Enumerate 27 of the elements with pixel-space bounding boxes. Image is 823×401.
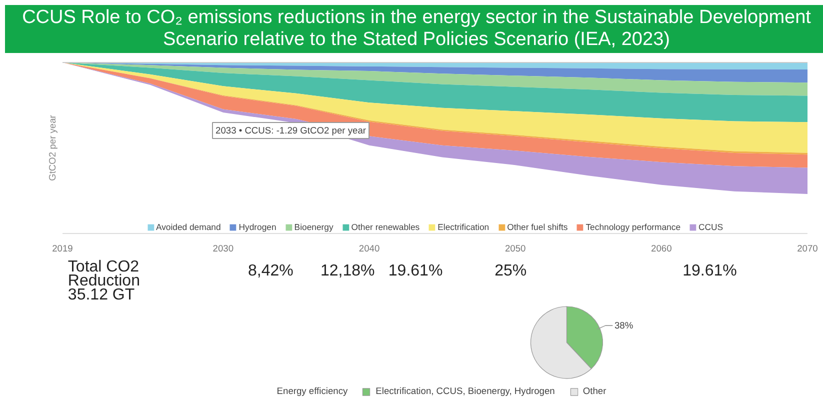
- text: 19.61%: [682, 262, 737, 280]
- x-tick-label: 2060: [651, 244, 672, 254]
- legend-label: Other: [582, 386, 606, 396]
- text: 25%: [494, 262, 527, 280]
- y-axis-title: GtCO2 per year: [48, 115, 58, 181]
- legend-label: Other fuel shifts: [507, 222, 568, 232]
- x-tick-label: 2050: [504, 244, 526, 254]
- chart-title: CCUS Role to CO₂ emissions reductions in the energy sector in the Sustainable Development Scenario relative to the Stated Policies Scenario (IEA, 2023): [21, 7, 812, 51]
- annotation: 2033 • CCUS: -1.29 GtCO2 per year: [216, 126, 366, 136]
- legend-label: Electrification, CCUS, Bioenergy, Hydrogen: [376, 386, 555, 396]
- text: 19.61%: [388, 262, 443, 280]
- text: 12,18%: [320, 262, 375, 280]
- legend-label: Avoided demand: [156, 222, 221, 232]
- legend-label: Technology performance: [586, 222, 681, 232]
- x-tick-label: 2040: [358, 244, 380, 254]
- text: Total CO2 Reduction 35.12 GT: [68, 258, 140, 304]
- legend-label: Bioenergy: [294, 222, 334, 232]
- legend-label: Other renewables: [351, 222, 420, 232]
- x-tick-label: 2070: [797, 244, 818, 254]
- data-label: 38%: [614, 320, 634, 331]
- x-tick-label: 2019: [52, 244, 73, 254]
- legend-label: Hydrogen: [238, 222, 276, 232]
- text: 8,42%: [248, 262, 294, 280]
- legend-label: Electrification: [438, 222, 490, 232]
- category-label: Energy efficiency: [276, 386, 348, 396]
- legend-label: CCUS: [698, 222, 724, 232]
- x-tick-label: 2030: [212, 244, 234, 254]
